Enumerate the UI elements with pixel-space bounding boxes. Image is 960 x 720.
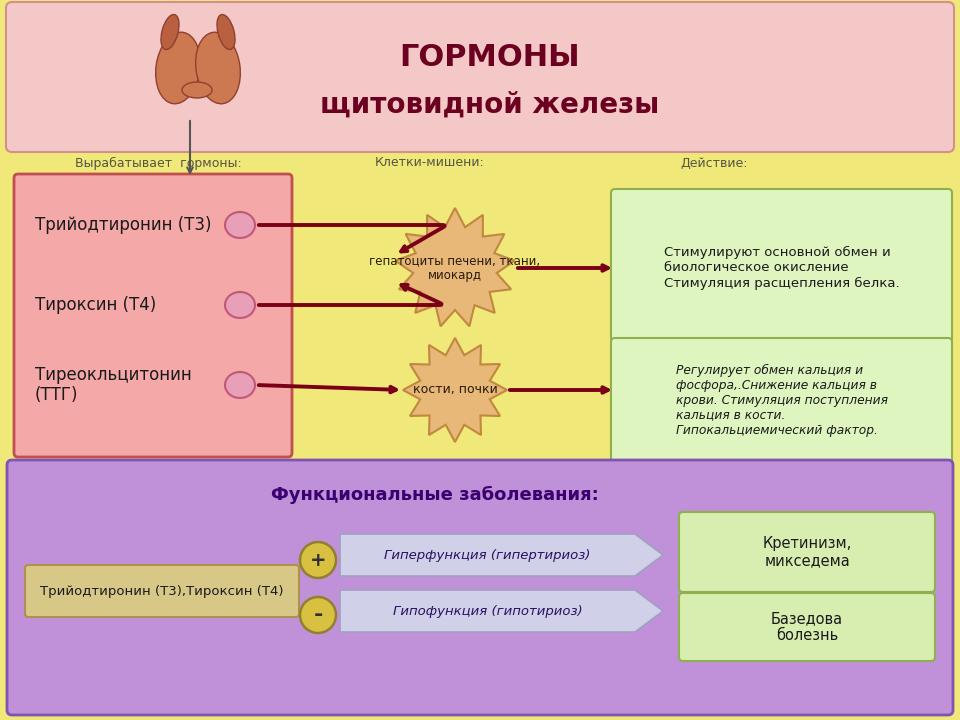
Text: ГОРМОНЫ: ГОРМОНЫ bbox=[399, 43, 580, 73]
FancyBboxPatch shape bbox=[14, 174, 292, 457]
Ellipse shape bbox=[217, 14, 235, 50]
FancyBboxPatch shape bbox=[679, 512, 935, 592]
Text: Вырабатывает  гормоны:: Вырабатывает гормоны: bbox=[75, 156, 242, 169]
Text: щитовидной железы: щитовидной железы bbox=[321, 91, 660, 119]
Text: Регулирует обмен кальция и
фосфора,.Снижение кальция в
крови. Стимуляция поступл: Регулирует обмен кальция и фосфора,.Сниж… bbox=[676, 364, 888, 436]
FancyBboxPatch shape bbox=[611, 338, 952, 464]
Text: Трийодтиронин (Т3): Трийодтиронин (Т3) bbox=[35, 216, 211, 234]
Ellipse shape bbox=[161, 14, 179, 50]
Circle shape bbox=[300, 597, 336, 633]
Text: Трийодтиронин (Т3),Тироксин (Т4): Трийодтиронин (Т3),Тироксин (Т4) bbox=[40, 585, 284, 598]
Polygon shape bbox=[340, 534, 663, 576]
Text: +: + bbox=[310, 551, 326, 570]
Text: Гипофункция (гипотириоз): Гипофункция (гипотириоз) bbox=[393, 605, 583, 618]
FancyBboxPatch shape bbox=[679, 593, 935, 661]
Text: Действие:: Действие: bbox=[680, 156, 748, 169]
Ellipse shape bbox=[196, 32, 240, 104]
Text: Тиреокльцитонин
(ТТГ): Тиреокльцитонин (ТТГ) bbox=[35, 366, 192, 405]
Ellipse shape bbox=[225, 292, 255, 318]
Text: кости, почки: кости, почки bbox=[413, 384, 497, 397]
Ellipse shape bbox=[225, 372, 255, 398]
Ellipse shape bbox=[182, 82, 212, 98]
Text: Функциональные заболевания:: Функциональные заболевания: bbox=[271, 486, 599, 504]
Text: -: - bbox=[313, 605, 323, 625]
FancyBboxPatch shape bbox=[7, 460, 953, 715]
Ellipse shape bbox=[156, 32, 201, 104]
FancyBboxPatch shape bbox=[611, 189, 952, 342]
Ellipse shape bbox=[225, 212, 255, 238]
Text: Стимулируют основной обмен и
биологическое окисление
Стимуляция расщепления белк: Стимулируют основной обмен и биологическ… bbox=[664, 246, 900, 289]
Polygon shape bbox=[403, 338, 507, 442]
Circle shape bbox=[300, 542, 336, 578]
Text: Базедова
болезнь: Базедова болезнь bbox=[771, 611, 843, 643]
Text: Клетки-мишени:: Клетки-мишени: bbox=[375, 156, 485, 169]
Text: Гиперфункция (гипертириоз): Гиперфункция (гипертириоз) bbox=[384, 549, 590, 562]
FancyBboxPatch shape bbox=[6, 2, 954, 152]
Text: Кретинизм,
микседема: Кретинизм, микседема bbox=[762, 536, 852, 568]
Polygon shape bbox=[340, 590, 663, 632]
Polygon shape bbox=[396, 208, 515, 326]
Text: гепатоциты печени, ткани,
миокард: гепатоциты печени, ткани, миокард bbox=[370, 254, 540, 282]
FancyBboxPatch shape bbox=[25, 565, 299, 617]
Text: Тироксин (Т4): Тироксин (Т4) bbox=[35, 296, 156, 314]
